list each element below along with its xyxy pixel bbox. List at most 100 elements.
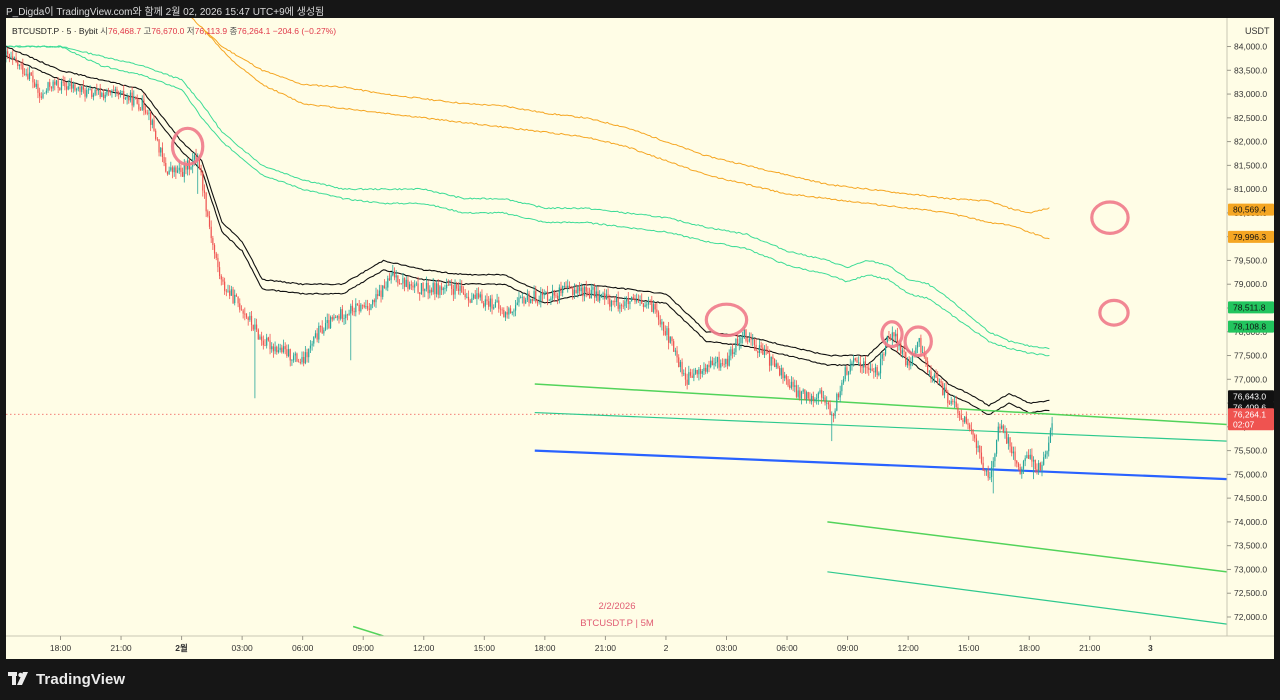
candle-body	[224, 281, 226, 291]
candle-body	[131, 92, 133, 106]
candle-body	[86, 90, 88, 97]
candle-body	[471, 298, 473, 303]
candle-body	[55, 80, 58, 85]
candle-body	[977, 445, 979, 448]
candle-body	[817, 392, 819, 399]
candle-body	[185, 165, 187, 170]
candle-body	[844, 367, 846, 380]
candle-body	[161, 147, 164, 158]
candle-body	[864, 361, 867, 368]
candle-body	[514, 305, 517, 311]
candle-body	[106, 90, 108, 95]
candle-body	[972, 429, 974, 435]
candle-body	[649, 300, 651, 302]
y-tick-label: 82,000.0	[1234, 137, 1267, 147]
candle-body	[671, 336, 673, 342]
candle-body	[476, 293, 478, 299]
candle-body	[863, 361, 865, 368]
circle-annotation	[880, 320, 904, 349]
candle-body	[113, 90, 115, 92]
candle-body	[84, 89, 86, 97]
candle-body	[789, 385, 791, 388]
candle-body	[180, 167, 182, 173]
candle-body	[304, 352, 306, 364]
candle-body	[602, 293, 604, 295]
candle-body	[573, 289, 576, 295]
candle-body	[281, 347, 283, 353]
candle-body	[674, 350, 676, 352]
candle-body	[874, 367, 877, 373]
candle-body	[847, 371, 850, 375]
candle-body	[202, 172, 204, 191]
candle-body	[99, 90, 101, 97]
top-bar: P_Digda이 TradingView.com와 함께 2월 02, 2026…	[0, 0, 1280, 18]
axis-layer: USDT 72,000.0 72,500.0 73,000.0 73,500.0 74,0…	[6, 18, 1274, 653]
candle-body	[920, 337, 922, 353]
price-label: 79,996.3	[1233, 232, 1266, 242]
candle-body	[615, 297, 618, 303]
candle-body	[266, 337, 268, 346]
candle-body	[432, 283, 434, 293]
candle-body	[543, 292, 545, 296]
candle-body	[575, 289, 577, 294]
candle-body	[780, 368, 782, 376]
candle-body	[964, 416, 966, 422]
legend-high: 76,670.0	[151, 26, 185, 36]
candle-body	[360, 304, 362, 312]
candle-body	[398, 283, 401, 285]
candle-body	[1002, 425, 1004, 433]
candle-body	[631, 297, 633, 302]
candle-body	[721, 363, 724, 365]
candle-body	[198, 158, 201, 169]
candle-body	[62, 81, 64, 83]
candle-body	[37, 83, 39, 93]
x-tick-label: 12:00	[413, 643, 435, 653]
x-tick-label: 21:00	[110, 643, 132, 653]
candle-body	[102, 93, 105, 99]
candle-body	[393, 271, 396, 278]
candle-body	[173, 167, 175, 173]
candle-body	[422, 283, 424, 292]
candle-body	[624, 301, 626, 307]
candle-body	[896, 333, 898, 347]
candle-body	[1032, 459, 1035, 462]
candle-body	[620, 304, 623, 306]
candle-body	[805, 392, 808, 400]
candle-body	[965, 416, 967, 424]
candle-body	[849, 365, 851, 372]
candle-body	[366, 306, 369, 309]
x-tick-label: 18:00	[50, 643, 72, 653]
candle-body	[866, 367, 868, 369]
candle-body	[477, 293, 480, 298]
candle-body	[594, 287, 596, 298]
trend-line	[534, 383, 1227, 426]
candle-body	[582, 287, 584, 297]
candle-body	[479, 294, 481, 298]
candle-body	[229, 290, 231, 296]
candle-body	[705, 367, 707, 372]
candle-body	[424, 288, 426, 292]
tradingview-logo[interactable]: TradingView	[8, 670, 125, 688]
candle-body	[809, 398, 811, 402]
candle-body	[713, 363, 715, 366]
candle-body	[673, 341, 675, 352]
candle-body	[508, 308, 510, 315]
candle-body	[908, 360, 910, 366]
candle-body	[124, 98, 127, 100]
y-tick-label: 74,000.0	[1234, 517, 1267, 527]
price-label-box	[1228, 203, 1274, 216]
candle-body	[918, 337, 920, 343]
candle-body	[158, 139, 160, 153]
candle-body	[341, 309, 343, 319]
candle-body	[772, 356, 774, 359]
candle-body	[27, 73, 29, 80]
candle-body	[215, 253, 217, 258]
candle-body	[520, 297, 522, 299]
candle-body	[647, 300, 650, 305]
candle-body	[15, 57, 17, 63]
candle-body	[70, 83, 73, 89]
candle-body	[916, 342, 919, 348]
candle-body	[472, 294, 475, 299]
candle-body	[550, 298, 552, 301]
